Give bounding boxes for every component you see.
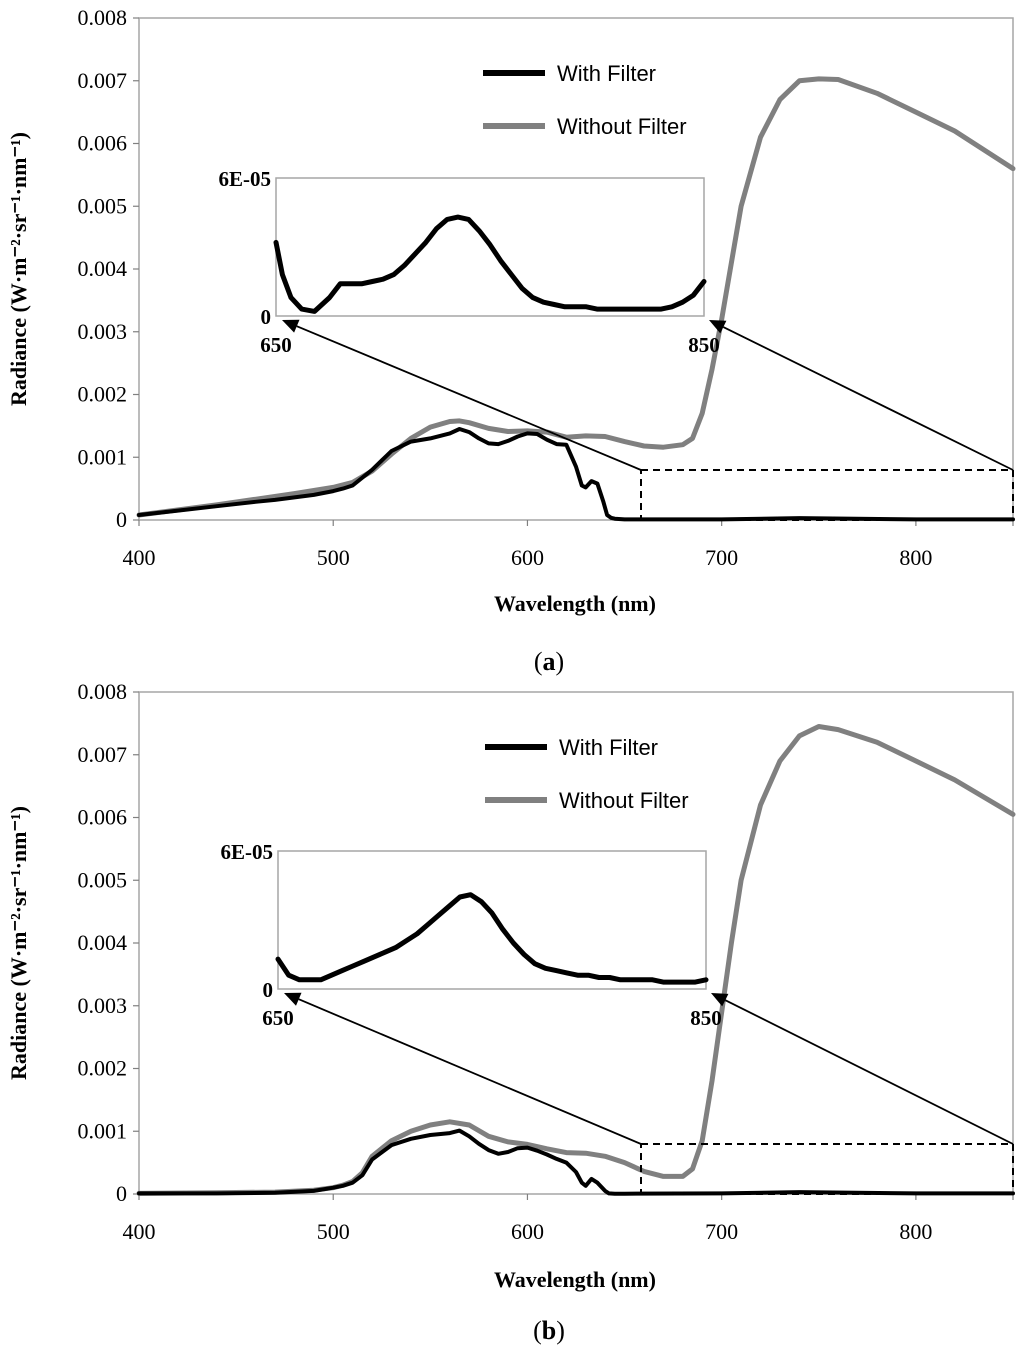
legend-label-with-filter: With Filter (557, 61, 656, 86)
inset-y-tick-label: 0 (261, 305, 272, 329)
x-tick-label: 700 (705, 1219, 738, 1244)
y-tick-label: 0.008 (78, 5, 128, 30)
inset-x-tick-label: 650 (262, 1006, 294, 1030)
x-tick-label: 800 (899, 545, 932, 570)
y-tick-label: 0.003 (78, 993, 128, 1018)
zoom-region-box (640, 1143, 1014, 1195)
y-tick-label: 0.004 (78, 930, 128, 955)
connector-arrow-line (298, 998, 642, 1145)
y-tick-label: 0.001 (78, 444, 128, 469)
y-tick-label: 0.001 (78, 1118, 128, 1143)
panel-label-close: ) (556, 647, 565, 676)
y-tick-label: 0.005 (78, 867, 128, 892)
y-axis-title: Radiance (W·m⁻²·sr⁻¹·nm⁻¹) (6, 806, 31, 1080)
x-tick-label: 400 (123, 1219, 156, 1244)
panel-label: (b) (533, 1316, 565, 1345)
y-tick-label: 0 (116, 507, 127, 532)
x-tick-label: 700 (705, 545, 738, 570)
inset-plot: 6E-05 0 650 850 (221, 840, 722, 1030)
y-tick-label: 0.007 (78, 742, 128, 767)
x-tick-label: 600 (511, 1219, 544, 1244)
panel-label: (a) (534, 647, 564, 676)
panel-label-letter: b (542, 1316, 556, 1345)
y-tick-label: 0.007 (78, 68, 128, 93)
x-tick-label: 500 (317, 545, 350, 570)
inset-x-tick-label: 850 (688, 333, 720, 357)
connector-arrowhead (709, 320, 727, 334)
inset-series-line-with-filter (275, 892, 709, 985)
y-tick-label: 0.006 (78, 131, 128, 156)
x-tick-label: 600 (511, 545, 544, 570)
inset-series-line-with-filter (273, 214, 707, 314)
chart-panel-a: 0 0.001 0.002 0.003 0.004 0.005 0.006 0.007 0.00… (6, 5, 1016, 676)
x-axis-title: Wavelength (nm) (494, 591, 656, 616)
inset-y-tick-label: 6E-05 (219, 167, 272, 191)
x-tick-label: 800 (899, 1219, 932, 1244)
y-tick-label: 0.002 (78, 382, 128, 407)
y-axis-title: Radiance (W·m⁻²·sr⁻¹·nm⁻¹) (6, 132, 31, 406)
panel-label-letter: a (543, 647, 556, 676)
connector-arrow-line (296, 325, 642, 471)
series-line-with-filter (137, 1128, 1015, 1196)
inset-plot: 6E-05 0 650 850 (219, 167, 720, 357)
y-tick-label: 0.005 (78, 193, 128, 218)
y-tick-label: 0.002 (78, 1056, 128, 1081)
y-tick-label: 0.006 (78, 805, 128, 830)
x-axis-title: Wavelength (nm) (494, 1267, 656, 1292)
legend-label-with-filter: With Filter (559, 735, 658, 760)
inset-x-tick-label: 850 (690, 1006, 722, 1030)
connector-arrow-line (722, 326, 1014, 471)
x-tick-label: 400 (123, 545, 156, 570)
connector-arrowhead (711, 993, 729, 1007)
zoom-region-box (640, 469, 1014, 521)
series-line-with-filter (137, 427, 1015, 522)
chart-panel-b: 0 0.001 0.002 0.003 0.004 0.005 0.006 0.007 0.00… (6, 679, 1016, 1345)
x-tick-label: 500 (317, 1219, 350, 1244)
inset-x-tick-label: 650 (260, 333, 292, 357)
legend-label-without-filter: Without Filter (557, 114, 687, 139)
y-tick-label: 0 (116, 1181, 127, 1206)
connector-arrowhead (284, 992, 302, 1006)
y-tick-label: 0.003 (78, 319, 128, 344)
panel-label-close: ) (556, 1316, 565, 1345)
legend-label-without-filter: Without Filter (559, 788, 689, 813)
y-tick-label: 0.008 (78, 679, 128, 704)
panel-label-open: ( (533, 1316, 542, 1345)
panel-label-open: ( (534, 647, 543, 676)
inset-y-tick-label: 0 (263, 978, 274, 1002)
connector-arrowhead (282, 319, 300, 333)
inset-y-tick-label: 6E-05 (221, 840, 274, 864)
y-tick-label: 0.004 (78, 256, 128, 281)
connector-arrow-line (724, 999, 1014, 1145)
